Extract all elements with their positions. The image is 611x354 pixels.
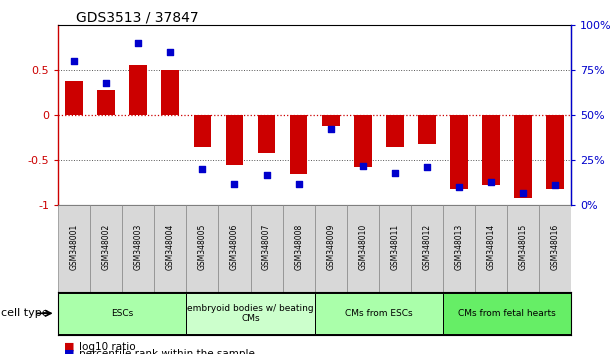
Text: GSM348014: GSM348014	[486, 224, 496, 270]
Bar	[65, 81, 83, 115]
Point	[486, 179, 496, 185]
Bar	[258, 115, 276, 153]
Point	[454, 184, 464, 190]
Point	[551, 183, 560, 188]
Point	[294, 181, 304, 187]
Text: log10 ratio: log10 ratio	[79, 342, 136, 352]
Bar	[161, 70, 179, 115]
Point	[262, 172, 271, 177]
Text: GDS3513 / 37847: GDS3513 / 37847	[76, 11, 199, 25]
Point	[230, 181, 240, 187]
Bar	[130, 65, 147, 115]
Bar	[450, 115, 468, 189]
Bar	[322, 115, 340, 126]
Bar	[122, 205, 155, 292]
Text: GSM348016: GSM348016	[551, 224, 560, 270]
Bar	[186, 205, 219, 292]
Text: GSM348010: GSM348010	[358, 224, 367, 270]
Text: GSM348013: GSM348013	[455, 224, 464, 270]
Bar	[97, 90, 115, 115]
Bar	[411, 205, 443, 292]
Text: GSM348007: GSM348007	[262, 224, 271, 270]
Bar	[315, 293, 443, 334]
Bar	[219, 205, 251, 292]
Text: ■: ■	[64, 342, 75, 352]
Bar	[283, 205, 315, 292]
Point	[390, 170, 400, 176]
Point	[422, 165, 432, 170]
Bar	[155, 205, 186, 292]
Text: GSM348012: GSM348012	[422, 224, 431, 270]
Bar	[347, 205, 379, 292]
Text: ESCs: ESCs	[111, 309, 133, 318]
Bar	[475, 205, 507, 292]
Text: GSM348009: GSM348009	[326, 224, 335, 270]
Point	[197, 166, 207, 172]
Bar	[514, 115, 532, 198]
Text: GSM348001: GSM348001	[70, 224, 79, 270]
Text: GSM348003: GSM348003	[134, 224, 143, 270]
Text: ■: ■	[64, 349, 75, 354]
Bar	[290, 115, 307, 174]
Bar	[186, 293, 315, 334]
Bar	[443, 293, 571, 334]
Bar	[225, 115, 243, 165]
Point	[69, 58, 79, 64]
Text: cell type: cell type	[1, 308, 49, 318]
Bar	[482, 115, 500, 185]
Point	[133, 40, 143, 46]
Bar	[315, 205, 347, 292]
Text: percentile rank within the sample: percentile rank within the sample	[79, 349, 255, 354]
Bar	[443, 205, 475, 292]
Bar	[58, 205, 90, 292]
Point	[101, 80, 111, 85]
Bar	[386, 115, 404, 147]
Point	[358, 163, 368, 169]
Bar	[194, 115, 211, 147]
Text: CMs from fetal hearts: CMs from fetal hearts	[458, 309, 556, 318]
Bar	[546, 115, 564, 189]
Text: CMs from ESCs: CMs from ESCs	[345, 309, 412, 318]
Bar	[90, 205, 122, 292]
Bar	[58, 293, 186, 334]
Text: GSM348002: GSM348002	[101, 224, 111, 270]
Bar	[379, 205, 411, 292]
Point	[166, 49, 175, 55]
Bar	[251, 205, 283, 292]
Bar	[354, 115, 371, 167]
Point	[326, 127, 335, 132]
Text: GSM348005: GSM348005	[198, 224, 207, 270]
Bar	[540, 205, 571, 292]
Point	[518, 190, 528, 195]
Bar	[507, 205, 540, 292]
Text: GSM348015: GSM348015	[519, 224, 528, 270]
Text: GSM348008: GSM348008	[294, 224, 303, 270]
Text: embryoid bodies w/ beating
CMs: embryoid bodies w/ beating CMs	[187, 304, 314, 323]
Text: GSM348011: GSM348011	[390, 224, 400, 270]
Text: GSM348004: GSM348004	[166, 224, 175, 270]
Text: GSM348006: GSM348006	[230, 224, 239, 270]
Bar	[418, 115, 436, 144]
